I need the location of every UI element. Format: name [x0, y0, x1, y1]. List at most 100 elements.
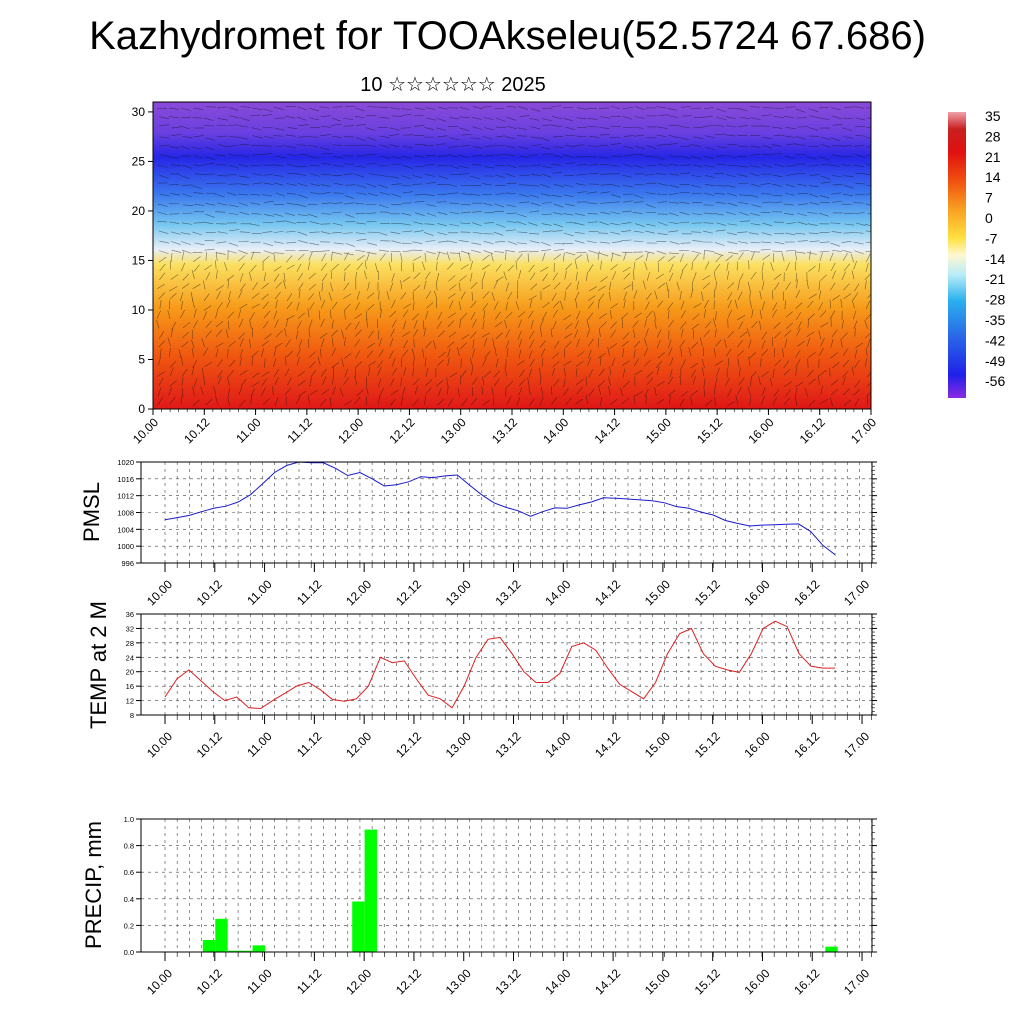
wind-vector: [785, 322, 794, 330]
wind-vector: [344, 214, 355, 218]
wind-vector: [634, 370, 643, 376]
wind-vector: [854, 398, 860, 407]
wind-vector: [866, 107, 871, 109]
wind-vector: [181, 107, 191, 111]
wind-vector: [690, 369, 697, 378]
wind-vector: [170, 231, 181, 235]
wind-vector: [181, 331, 189, 339]
wind-vector: [388, 261, 392, 271]
xtick-label: 10.12: [194, 966, 225, 997]
cross-ytick-label: 30: [132, 105, 146, 119]
wind-vector: [821, 136, 831, 141]
wind-vector: [842, 359, 850, 368]
wind-vector: [818, 290, 822, 300]
wind-vector: [795, 396, 798, 406]
wind-vector: [506, 221, 517, 223]
wind-vector: [169, 183, 180, 186]
wind-vector: [759, 310, 762, 319]
wind-vector: [448, 146, 459, 148]
pmsl-ylabel: PMSL: [79, 482, 104, 542]
wind-vector: [635, 223, 645, 227]
wind-vector: [494, 251, 505, 253]
wind-vector: [506, 396, 512, 405]
colorbar-label: -49: [985, 353, 1005, 369]
wind-vector: [644, 318, 647, 328]
wind-vector: [761, 387, 766, 396]
colorbar-strip: [948, 112, 966, 398]
wind-vector: [249, 312, 255, 321]
wind-vector: [600, 211, 611, 215]
wind-vector: [668, 319, 674, 328]
wind-vector: [516, 242, 527, 245]
cross-ytick-label: 0: [138, 402, 145, 416]
wind-vector: [159, 348, 162, 358]
wind-vector: [750, 146, 761, 148]
wind-vector: [318, 291, 321, 301]
wind-vector: [238, 309, 242, 319]
wind-vector: [203, 221, 214, 225]
wind-vector: [762, 254, 771, 260]
wind-vector: [286, 202, 297, 205]
wind-vector: [808, 293, 817, 299]
wind-vector: [807, 252, 817, 255]
wind-vector: [843, 136, 854, 139]
wind-vector: [795, 232, 806, 235]
wind-vector: [668, 252, 679, 255]
wind-vector: [228, 360, 236, 368]
wind-vector: [413, 255, 422, 261]
wind-vector: [749, 396, 752, 406]
wind-vector: [610, 183, 621, 188]
xtick-label: 15.12: [692, 966, 723, 997]
wind-vector: [461, 398, 468, 407]
wind-vector: [691, 250, 702, 254]
wind-vector: [713, 271, 716, 281]
xtick-label: 15.00: [642, 577, 673, 608]
wind-vector: [158, 356, 161, 366]
wind-vector: [437, 211, 448, 215]
wind-vector: [586, 240, 597, 244]
wind-vector: [484, 127, 495, 131]
wind-vector: [786, 143, 797, 146]
wind-vector: [795, 381, 804, 388]
wind-vector: [646, 271, 650, 281]
xtick-label: 15.12: [692, 577, 723, 608]
wind-vector: [264, 333, 272, 340]
wind-vector: [808, 378, 816, 385]
chart-subtitle: 10 ☆☆☆☆☆☆ 2025: [360, 74, 546, 96]
wind-vector: [460, 222, 471, 224]
wind-vector: [553, 223, 564, 228]
cross-xtick-label: 11.00: [233, 415, 264, 446]
wind-vector: [623, 163, 634, 168]
wind-vector: [657, 233, 668, 235]
wind-vector: [296, 204, 307, 208]
wind-vector: [483, 241, 494, 245]
wind-vector: [413, 338, 415, 348]
wind-vector: [528, 250, 539, 253]
wind-vector: [435, 261, 438, 271]
wind-vector: [400, 357, 402, 367]
wind-vector: [423, 232, 434, 236]
wind-vector: [308, 156, 319, 159]
wind-vector: [402, 146, 413, 149]
wind-vector: [654, 290, 658, 300]
wind-vector: [251, 303, 260, 309]
wind-vector: [285, 255, 293, 263]
wind-vector: [307, 395, 310, 405]
wind-vector: [633, 329, 636, 339]
wind-vector: [540, 184, 550, 188]
wind-vector: [784, 338, 788, 348]
wind-vector: [329, 397, 332, 407]
wind-vector: [598, 252, 609, 257]
wind-vector: [366, 318, 368, 328]
wind-vector: [309, 389, 318, 396]
wind-vector: [748, 232, 759, 235]
wind-vector: [377, 231, 388, 236]
wind-vector: [425, 341, 432, 349]
wind-vector: [492, 338, 495, 348]
wind-vector: [224, 262, 228, 272]
wind-vector: [667, 376, 674, 385]
wind-vector: [472, 377, 478, 385]
wind-vector: [585, 394, 588, 404]
wind-vector: [633, 290, 638, 299]
wind-vector: [576, 117, 587, 120]
